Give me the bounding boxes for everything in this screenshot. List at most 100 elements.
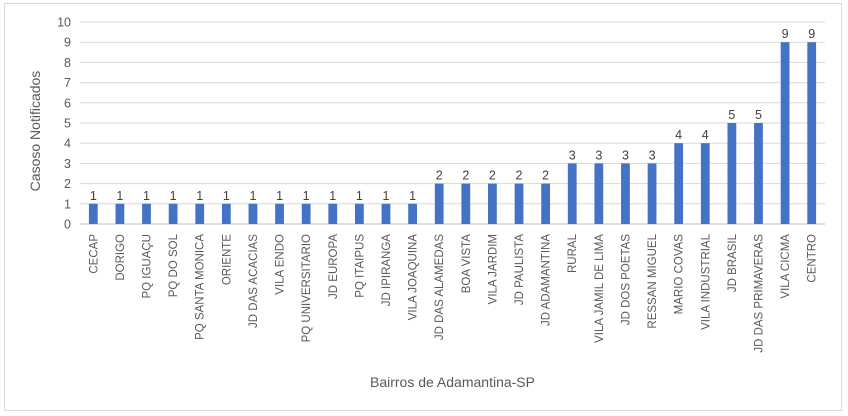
data-label: 1 [383,189,390,203]
data-label: 1 [143,189,150,203]
y-tick-label: 5 [64,117,71,131]
x-category-label: PQ UNIVERSITARIO [301,234,313,342]
bar [461,183,471,224]
bar [142,203,151,224]
x-category-label: VILA INDUSTRIAL [700,233,712,329]
data-label: 1 [303,189,310,203]
bar [754,123,763,224]
data-label: 3 [595,148,602,162]
y-axis-title: Casoso Notificados [27,71,43,192]
data-label: 3 [622,148,629,162]
x-category-label: JD IPIRANGA [381,234,393,307]
bar [727,123,737,224]
data-label: 1 [249,189,256,203]
x-category-label: PQ ITAIPUS [354,234,366,298]
x-category-label: JD DAS ACACIAS [248,234,260,328]
gridlines [80,21,825,225]
bar [594,163,604,224]
y-tick-label: 4 [64,137,71,151]
bar [195,203,205,224]
x-category-label: RURAL [567,233,579,273]
x-axis-category-labels: CECAP DORIGO PQ IGUAÇU PQ DO SOL PQ SANTA MO… [88,233,818,352]
data-label: 2 [489,169,496,183]
y-tick-label: 3 [64,157,71,171]
bar [700,143,710,224]
data-label: 1 [116,189,123,203]
data-label: 3 [569,148,576,162]
bar [381,203,391,224]
x-category-label: JD EUROPA [328,234,340,299]
data-label: 2 [436,169,443,183]
data-label: 2 [462,169,469,183]
data-label: 1 [276,189,283,203]
bar [221,203,231,224]
data-label: 5 [728,108,735,122]
data-label: 1 [90,189,97,203]
x-category-label: PQ SANTA MONICA [195,234,207,340]
bar [674,143,684,224]
x-category-label: RESSAN MIGUEL [647,233,659,328]
y-tick-label: 1 [64,197,71,211]
data-label: 5 [755,108,762,122]
bar [541,183,551,224]
bar [115,203,125,224]
x-category-label: VILA JARDIM [487,234,499,304]
x-category-label: ORIENTE [221,234,233,285]
data-label: 4 [675,128,682,142]
bar [168,203,178,224]
x-category-label: VILA JAMIL DE LIMA [594,234,606,343]
bar [328,203,338,224]
data-label: 1 [196,189,203,203]
data-label: 2 [516,169,523,183]
bar [88,203,98,224]
bar [567,163,577,224]
bar [621,163,630,224]
y-tick-label: 6 [64,96,71,110]
y-tick-label: 2 [64,177,71,191]
x-category-label: PQ DO SOL [168,233,180,297]
bar [514,183,524,224]
y-tick-label: 10 [57,16,71,30]
data-label: 9 [808,27,815,41]
x-category-label: MARIO COVAS [674,234,686,315]
data-label: 1 [223,189,230,203]
y-tick-label: 9 [64,36,71,50]
x-category-label: JD PAULISTA [514,234,526,305]
x-category-label: JD DAS ALAMEDAS [434,234,446,340]
x-category-label: PQ IGUAÇU [142,234,154,299]
x-category-label: JD DAS PRIMAVERAS [753,234,765,353]
x-axis-title: Bairros de Adamantina-SP [370,374,535,390]
bar [647,163,657,224]
bar [488,183,497,224]
data-label: 2 [542,169,549,183]
data-label: 1 [170,189,177,203]
x-category-label: VILA ENDO [275,234,287,295]
data-label: 3 [649,148,656,162]
x-category-label: CECAP [88,234,100,274]
bar [408,203,417,224]
y-tick-label: 8 [64,56,71,70]
x-category-label: CENTRO [807,234,819,283]
bar [354,203,364,224]
x-category-label: BOA VISTA [461,234,473,294]
data-label: 1 [409,189,416,203]
x-category-label: VILA JOAQUINA [408,234,420,321]
bar [780,42,790,225]
bar [807,42,817,225]
x-category-label: JD ADAMANTINA [541,234,553,326]
y-axis-tick-labels: 0 1 2 3 4 5 6 7 8 9 10 [57,16,71,232]
bar [275,203,284,224]
data-label: 1 [329,189,336,203]
bar [434,183,444,224]
x-category-label: JD DOS POETAS [620,234,632,325]
x-category-label: VILA CICMA [780,234,792,299]
y-tick-label: 0 [64,218,71,232]
data-label: 1 [356,189,363,203]
data-label: 9 [782,27,789,41]
x-category-label: JD BRASIL [727,233,739,292]
bars [88,42,817,225]
data-label: 4 [702,128,709,142]
x-category-label: DORIGO [115,234,127,281]
bar [248,203,258,224]
